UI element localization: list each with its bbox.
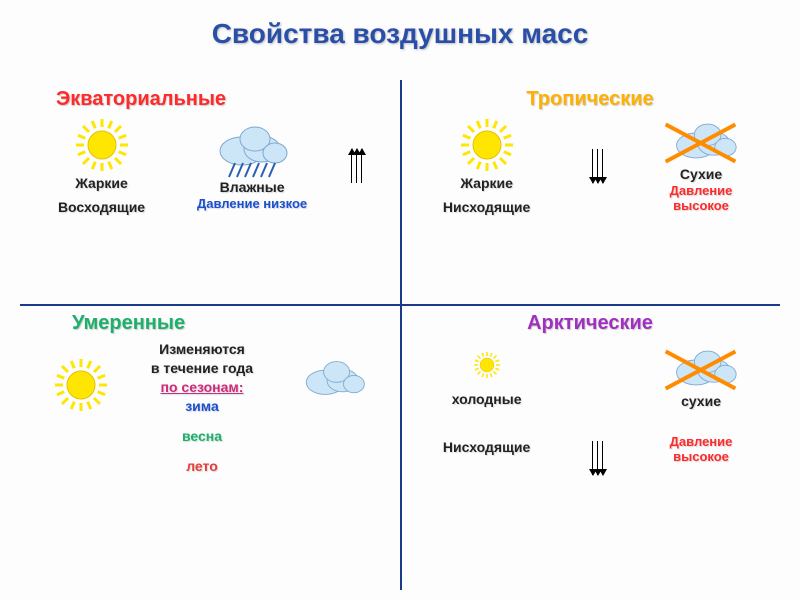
page-title: Свойства воздушных масс bbox=[0, 0, 800, 50]
equatorial-title: Экваториальные bbox=[32, 88, 388, 111]
arrows-down bbox=[592, 149, 603, 183]
quad-equatorial: Экваториальные Жаркие Восходящие Влажные… bbox=[20, 80, 400, 304]
cloud-crossed-icon bbox=[665, 345, 737, 391]
tropical-title: Тропические bbox=[412, 88, 768, 111]
label-winter: зима bbox=[185, 398, 219, 414]
cloud-icon bbox=[295, 355, 367, 401]
label-descending: Нисходящие bbox=[443, 199, 530, 215]
label-dry: Сухие bbox=[680, 166, 722, 182]
arrows-down bbox=[592, 441, 603, 475]
label-hot: Жаркие bbox=[75, 175, 128, 191]
sun-small-icon bbox=[473, 351, 501, 379]
cloud-crossed-icon bbox=[665, 118, 737, 164]
label-pressure-high: Давлениевысокое bbox=[670, 184, 733, 214]
quad-arctic: Арктические холодные Нисходящие сухие bbox=[400, 304, 780, 590]
quad-tropical: Тропические Жаркие Нисходящие Сухие Давл… bbox=[400, 80, 780, 304]
label-dry: сухие bbox=[681, 393, 721, 409]
sun-icon bbox=[53, 357, 109, 413]
label-vary: Изменяются bbox=[159, 341, 245, 357]
arrows-up bbox=[351, 149, 362, 183]
label-rising: Восходящие bbox=[58, 199, 145, 215]
label-seasons: по сезонам: bbox=[161, 379, 244, 395]
label-cold: холодные bbox=[452, 391, 522, 407]
sun-icon bbox=[74, 117, 130, 173]
cloud-rain-icon bbox=[207, 121, 297, 177]
label-pressure-high: Давлениевысокое bbox=[670, 435, 733, 465]
label-during-year: в течение года bbox=[151, 360, 253, 376]
label-descending: Нисходящие bbox=[443, 439, 530, 455]
temperate-title: Умеренные bbox=[32, 312, 388, 335]
label-spring: весна bbox=[182, 428, 222, 444]
label-hot: Жаркие bbox=[460, 175, 513, 191]
label-pressure-low: Давление низкое bbox=[197, 197, 307, 212]
quad-temperate: Умеренные Изменяются в течение года по с… bbox=[20, 304, 400, 590]
arctic-title: Арктические bbox=[412, 312, 768, 335]
label-humid: Влажные bbox=[220, 179, 285, 195]
label-summer: лето bbox=[186, 458, 218, 474]
quadrant-grid: Экваториальные Жаркие Восходящие Влажные… bbox=[20, 80, 780, 590]
sun-icon bbox=[459, 117, 515, 173]
